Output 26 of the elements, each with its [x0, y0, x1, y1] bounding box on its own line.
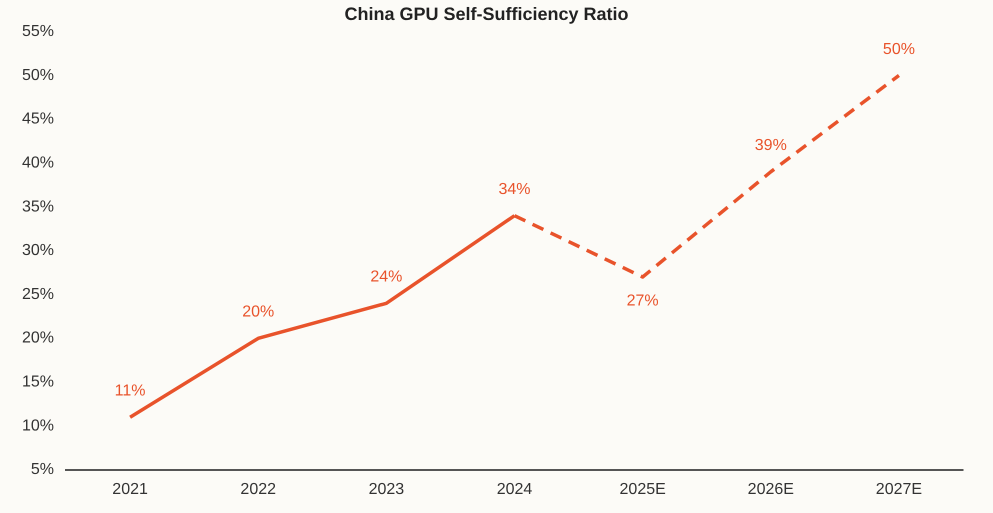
data-label: 11% [114, 382, 146, 400]
y-tick-label: 50% [22, 66, 54, 84]
y-tick-label: 15% [22, 374, 54, 391]
x-tick-label: 2021 [112, 480, 148, 498]
y-tick-label: 5% [30, 461, 54, 478]
data-label: 24% [370, 268, 402, 286]
x-tick-label: 2023 [368, 480, 404, 498]
data-label: 20% [242, 304, 274, 321]
y-tick-label: 55% [22, 23, 54, 40]
y-tick-label: 10% [22, 417, 54, 434]
data-label: 34% [498, 181, 531, 198]
y-tick-label: 25% [22, 286, 54, 303]
y-tick-label: 40% [22, 154, 54, 172]
data-label: 39% [754, 137, 787, 154]
x-tick-label: 2025E [620, 480, 666, 498]
data-label: 50% [882, 40, 915, 58]
y-tick-label: 35% [22, 198, 54, 216]
x-tick-label: 2026E [748, 480, 794, 498]
y-tick-label: 20% [22, 330, 54, 347]
y-tick-label: 45% [22, 110, 54, 128]
x-tick-label: 2024 [496, 480, 532, 498]
y-tick-label: 30% [22, 242, 54, 260]
chart-title: China GPU Self-Sufficiency Ratio [344, 4, 629, 24]
data-label: 27% [626, 292, 659, 310]
x-tick-label: 2027E [876, 480, 922, 498]
x-tick-label: 2022 [240, 480, 276, 498]
